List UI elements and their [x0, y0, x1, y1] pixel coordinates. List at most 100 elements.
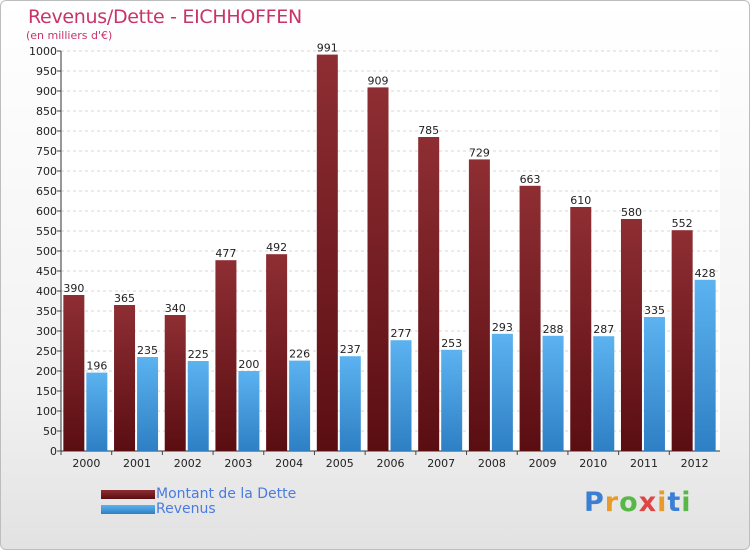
bar-debt: [266, 254, 288, 451]
y-tick-label: 900: [36, 85, 57, 98]
x-tick-label: 2011: [630, 457, 658, 470]
y-tick-label: 750: [36, 145, 57, 158]
y-tick-label: 450: [36, 265, 57, 278]
chart-subtitle: (en milliers d'€): [26, 29, 113, 42]
data-label-revenue: 277: [391, 327, 412, 340]
bar-debt: [570, 207, 592, 451]
bar-debt: [367, 87, 389, 452]
data-label-debt: 909: [368, 74, 389, 87]
data-label-debt: 663: [520, 173, 541, 186]
logo-letter: x: [638, 487, 658, 518]
data-label-debt: 610: [570, 194, 591, 207]
bar-debt: [519, 185, 541, 452]
y-tick-label: 400: [36, 285, 57, 298]
y-tick-label: 350: [36, 305, 57, 318]
chart-title: Revenus/Dette - EICHHOFFEN: [28, 6, 302, 28]
bar-revenue: [542, 335, 564, 451]
x-tick-label: 2005: [326, 457, 354, 470]
bar-debt: [671, 230, 693, 451]
x-tick-label: 2006: [377, 457, 405, 470]
y-tick-label: 800: [36, 125, 57, 138]
bar-debt: [63, 295, 85, 451]
logo-letter: P: [584, 487, 605, 518]
bar-revenue: [289, 360, 311, 451]
y-tick-label: 100: [36, 405, 57, 418]
y-tick-label: 200: [36, 365, 57, 378]
data-label-revenue: 253: [441, 337, 462, 350]
data-label-revenue: 226: [289, 348, 310, 361]
y-tick-label: 850: [36, 105, 57, 118]
data-label-debt: 580: [621, 206, 642, 219]
x-tick-label: 2009: [529, 457, 557, 470]
data-label-debt: 492: [266, 241, 287, 254]
data-label-debt: 390: [63, 282, 84, 295]
data-label-debt: 729: [469, 146, 490, 159]
data-label-debt: 785: [418, 124, 439, 137]
data-label-debt: 991: [317, 42, 338, 55]
logo-letter: i: [657, 487, 668, 518]
logo-letter: o: [619, 487, 639, 518]
bar-revenue: [339, 356, 361, 451]
y-tick-label: 300: [36, 325, 57, 338]
y-tick-label: 950: [36, 65, 57, 78]
bar-debt: [215, 260, 237, 451]
bar-debt: [114, 305, 136, 451]
y-tick-label: 550: [36, 225, 57, 238]
y-tick-label: 1000: [29, 45, 57, 58]
bar-debt: [468, 159, 490, 451]
data-label-revenue: 200: [238, 358, 259, 371]
bar-revenue: [187, 361, 209, 451]
y-tick-label: 0: [50, 445, 57, 458]
bar-revenue: [390, 340, 412, 451]
bar-debt: [620, 219, 642, 451]
logo-letter: i: [681, 487, 692, 518]
data-label-revenue: 196: [86, 360, 107, 373]
y-tick-label: 50: [43, 425, 57, 438]
x-tick-label: 2010: [579, 457, 607, 470]
y-tick-label: 250: [36, 345, 57, 358]
data-label-revenue: 235: [137, 344, 158, 357]
x-tick-label: 2007: [427, 457, 455, 470]
bar-revenue: [441, 349, 463, 451]
legend-swatch-revenue: [101, 505, 155, 514]
data-label-debt: 340: [165, 302, 186, 315]
data-label-debt: 552: [672, 217, 693, 230]
bar-debt: [164, 315, 186, 451]
legend-swatch-debt: [101, 490, 155, 499]
legend-label-revenue: Revenus: [156, 501, 216, 517]
bar-revenue: [238, 371, 260, 451]
logo-letter: t: [667, 487, 682, 518]
data-label-revenue: 288: [543, 323, 564, 336]
y-tick-label: 500: [36, 245, 57, 258]
y-tick-label: 150: [36, 385, 57, 398]
bar-revenue: [491, 333, 513, 451]
bar-revenue: [593, 336, 615, 451]
x-tick-label: 2000: [72, 457, 100, 470]
x-tick-label: 2012: [681, 457, 709, 470]
data-label-revenue: 237: [340, 343, 361, 356]
x-tick-label: 2008: [478, 457, 506, 470]
bar-revenue: [643, 317, 665, 451]
bar-revenue: [86, 372, 108, 451]
y-tick-label: 700: [36, 165, 57, 178]
bar-revenue: [694, 279, 716, 451]
x-tick-label: 2002: [174, 457, 202, 470]
bar-debt: [316, 54, 338, 451]
y-tick-label: 600: [36, 205, 57, 218]
data-label-debt: 365: [114, 292, 135, 305]
x-tick-label: 2001: [123, 457, 151, 470]
data-label-revenue: 225: [188, 348, 209, 361]
x-tick-label: 2003: [224, 457, 252, 470]
x-tick-label: 2004: [275, 457, 303, 470]
data-label-revenue: 287: [593, 323, 614, 336]
y-tick-label: 650: [36, 185, 57, 198]
proxiti-logo: Proxiti: [584, 487, 692, 518]
data-label-revenue: 428: [695, 267, 716, 280]
data-label-revenue: 335: [644, 304, 665, 317]
bar-revenue: [137, 357, 159, 451]
bar-debt: [418, 137, 440, 451]
data-label-debt: 477: [215, 247, 236, 260]
logo-letter: r: [604, 487, 620, 518]
